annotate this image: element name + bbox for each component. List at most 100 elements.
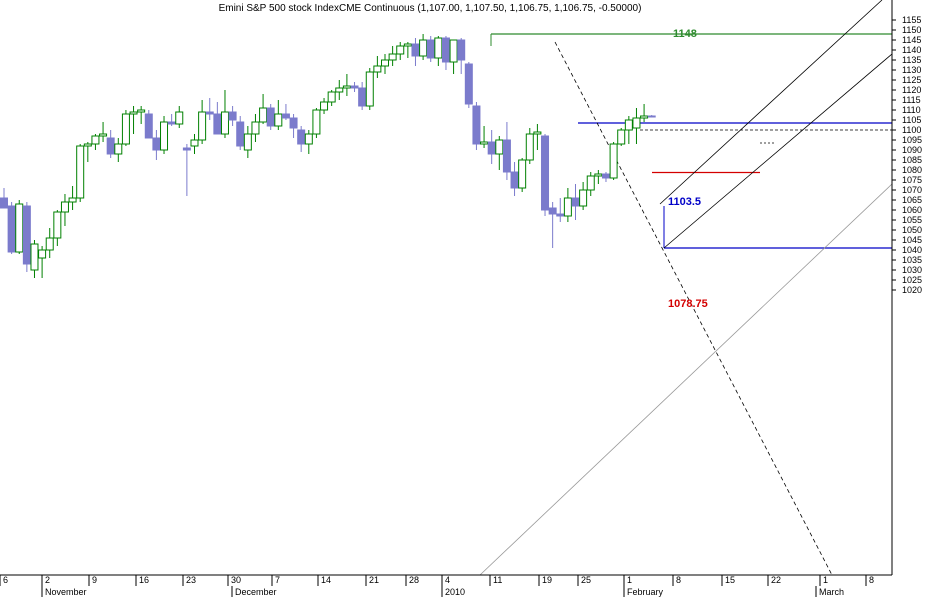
candle-body [266,107,275,127]
y-tick-label: 1095 [902,135,922,145]
x-tick-label: 1 [823,575,828,585]
candle-body [198,111,207,141]
candle-body [83,143,92,147]
y-tick-label: 1150 [902,25,921,35]
candle-body [281,113,290,119]
candle-body [175,111,184,125]
candle-body [609,143,618,179]
candle-body [182,147,191,151]
candle-body [647,115,656,118]
candle-body [426,39,435,59]
candle-body [259,107,268,123]
candle-body [464,63,473,105]
x-month-label: 2010 [445,587,465,597]
candle-body [144,113,153,139]
x-month-label: November [45,587,87,597]
candle-body [579,189,588,207]
candle-body [548,207,557,215]
x-tick-label: 25 [581,575,591,585]
candle-body [556,213,565,217]
candle-body [411,43,420,57]
y-tick-label: 1120 [902,85,921,95]
candle-body [213,113,222,135]
candle-body [38,249,47,259]
x-tick-label: 8 [676,575,681,585]
label-1078-75: 1078.75 [668,298,708,310]
y-tick-label: 1035 [902,255,922,265]
y-tick-label: 1055 [902,215,922,225]
y-tick-label: 1115 [902,95,921,105]
long-trendline [479,183,893,576]
candle-body [518,159,527,189]
candle-body [495,139,504,155]
y-tick-label: 1155 [902,15,921,25]
candle-body [541,135,550,211]
candle-body [243,133,252,151]
y-tick-label: 1125 [902,75,921,85]
x-tick-label: 11 [493,575,502,585]
candle-body [365,71,374,107]
y-tick-label: 1135 [902,55,921,65]
x-tick-label: 9 [92,575,97,585]
y-tick-label: 1040 [902,245,922,255]
x-tick-label: 7 [275,575,280,585]
candle-body [434,37,443,59]
candle-body [53,211,62,239]
y-tick-label: 1020 [902,285,922,295]
dashed-trendline [554,41,833,576]
x-tick-label: 6 [3,575,8,585]
candle-body [320,101,329,111]
candle-body [502,139,511,173]
x-tick-label: 2 [45,575,50,585]
candle-body [99,133,108,137]
x-tick-label: 16 [139,575,149,585]
candle-body [403,43,412,47]
candle-body [190,139,199,147]
x-month-label: February [627,587,664,597]
candle-body [289,117,298,129]
candle-body [236,121,245,147]
candle-body [586,175,595,191]
candle-body [533,131,542,135]
candle-body [396,45,405,55]
candle-body [228,111,237,121]
candle-body [350,85,359,89]
x-tick-label: 1 [627,575,632,585]
y-tick-label: 1090 [902,145,922,155]
candle-body [487,141,496,155]
candle-body [624,119,633,131]
candle-body [342,85,351,89]
annotation-layer [479,0,893,576]
candle-body [358,87,367,107]
candle-body [220,111,229,135]
y-tick-label: 1045 [902,235,922,245]
y-tick-label: 1060 [902,205,922,215]
y-tick-label: 1030 [902,265,922,275]
candle-body [335,87,344,93]
candle-body [632,117,641,129]
candle-body [510,171,519,189]
candle-body [22,205,31,265]
candle-body [68,197,77,203]
candle-body [137,109,146,113]
candle-body [327,91,336,103]
x-tick-label: 30 [231,575,241,585]
candle-body [617,129,626,145]
chart-title: Emini S&P 500 stock IndexCME Continuous … [219,3,642,14]
candle-body [167,121,176,125]
candle-body [441,37,450,63]
y-tick-label: 1105 [902,115,921,125]
candle-body [472,105,481,145]
candle-body [563,197,572,217]
y-tick-label: 1085 [902,155,922,165]
candle-body [129,111,138,115]
candle-body [60,201,69,213]
y-tick-label: 1140 [902,45,921,55]
x-axis: 6 2 9 16 23 30 7 14 21 28 4 11 19 25 1 8 15 22 1 8 November D… [0,575,874,597]
candle-layer [0,34,656,278]
y-tick-label: 1075 [902,175,922,185]
candle-body [45,237,54,251]
candle-body [76,145,85,199]
candle-body [274,113,283,127]
candle-body [304,133,313,145]
